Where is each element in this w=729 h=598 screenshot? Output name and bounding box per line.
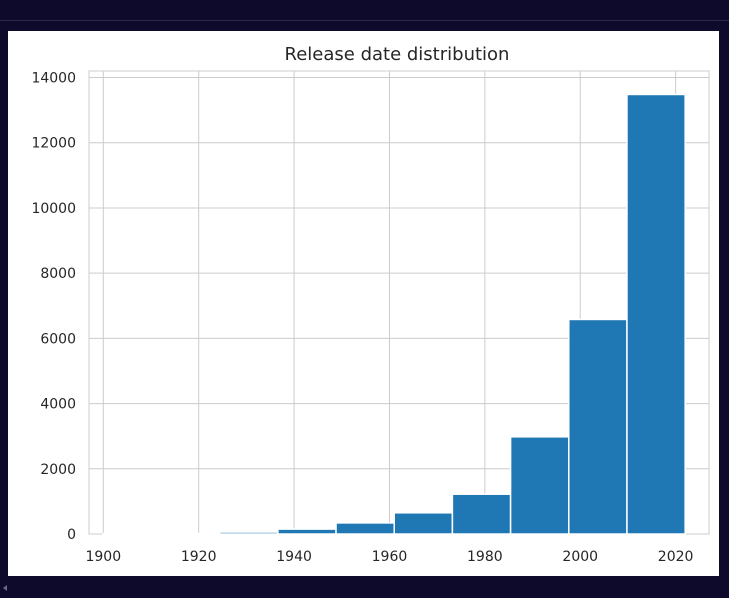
y-tick-label: 10000 xyxy=(31,201,76,217)
histogram-bar xyxy=(218,531,279,535)
x-tick-label: 1980 xyxy=(467,549,503,565)
histogram-bar xyxy=(509,436,570,535)
histogram-bar xyxy=(568,318,628,535)
y-tick-label: 4000 xyxy=(40,397,76,413)
histogram-bar xyxy=(626,93,686,535)
y-tick-label: 6000 xyxy=(40,331,76,347)
y-tick-label: 14000 xyxy=(31,71,76,87)
x-tick-label: 2020 xyxy=(658,549,694,565)
x-tick-label: 1920 xyxy=(181,549,217,565)
histogram-bar xyxy=(335,522,395,535)
y-tick-label: 0 xyxy=(67,527,76,543)
y-tick-label: 2000 xyxy=(40,462,76,478)
histogram-bar xyxy=(277,528,337,535)
y-axis-tick-labels: 0 2000 4000 6000 8000 10000 12000 14000 xyxy=(31,71,76,543)
x-tick-label: 1960 xyxy=(372,549,408,565)
y-tick-label: 12000 xyxy=(31,136,76,152)
chart-title: Release date distribution xyxy=(285,44,510,65)
x-tick-label: 1900 xyxy=(85,549,121,565)
bottom-scroll-strip[interactable] xyxy=(0,576,729,598)
histogram-bar xyxy=(393,512,454,535)
scroll-left-arrow-icon[interactable] xyxy=(3,585,7,591)
bars xyxy=(102,93,686,535)
window-top-rule xyxy=(0,20,729,21)
x-axis-tick-labels: 1900 1920 1940 1960 1980 2000 2020 xyxy=(85,549,693,565)
x-tick-label: 1940 xyxy=(276,549,312,565)
x-tick-label: 2000 xyxy=(562,549,598,565)
histogram-bar xyxy=(451,493,512,535)
y-tick-label: 8000 xyxy=(40,266,76,282)
